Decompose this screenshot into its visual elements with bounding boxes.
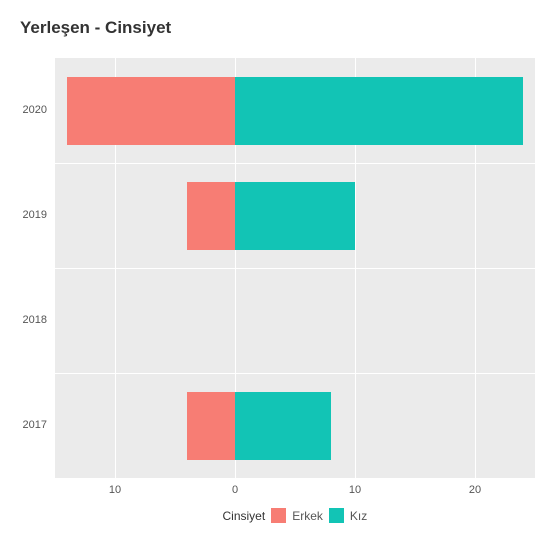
legend: Cinsiyet Erkek Kız <box>223 508 368 523</box>
x-tick-label: 10 <box>335 484 375 496</box>
y-tick-label: 2018 <box>0 314 47 326</box>
x-tick-label: 0 <box>215 484 255 496</box>
grid-line-h <box>55 373 535 374</box>
legend-swatch <box>329 508 344 523</box>
grid-line-h <box>55 163 535 164</box>
chart-title: Yerleşen - Cinsiyet <box>20 18 171 38</box>
bar-kız <box>235 392 331 460</box>
legend-swatch <box>271 508 286 523</box>
x-tick-label: 20 <box>455 484 495 496</box>
bar-erkek <box>67 77 235 145</box>
bar-erkek <box>187 392 235 460</box>
bar-erkek <box>187 182 235 250</box>
y-tick-label: 2017 <box>0 419 47 431</box>
bar-kız <box>235 77 523 145</box>
legend-label: Erkek <box>292 509 323 523</box>
y-tick-label: 2020 <box>0 104 47 116</box>
y-tick-label: 2019 <box>0 209 47 221</box>
plot-area <box>55 58 535 478</box>
bar-kız <box>235 182 355 250</box>
legend-label: Kız <box>350 509 367 523</box>
grid-line-h <box>55 268 535 269</box>
chart-container: Yerleşen - Cinsiyet Cinsiyet Erkek Kız 10… <box>0 0 550 550</box>
x-tick-label: 10 <box>95 484 135 496</box>
legend-title: Cinsiyet <box>223 509 266 523</box>
